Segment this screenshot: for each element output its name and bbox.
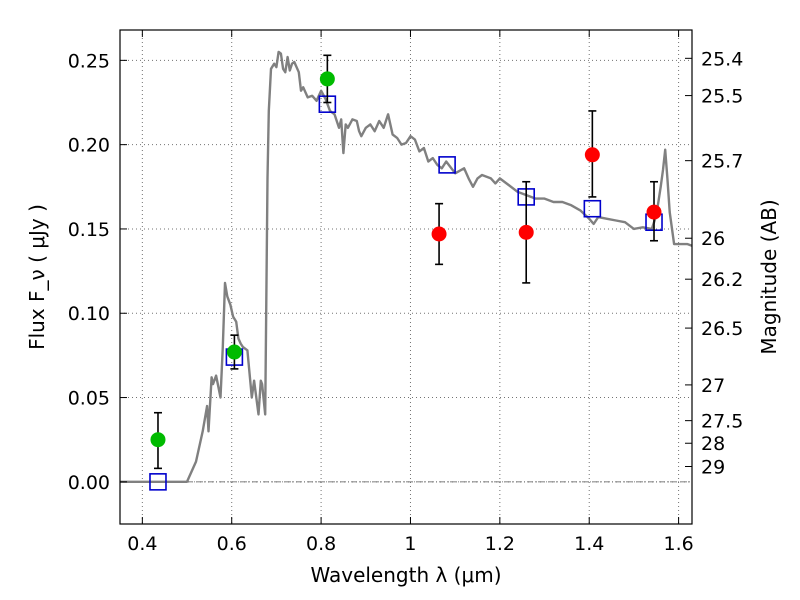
observed-flux-point xyxy=(431,226,447,242)
data-points-layer xyxy=(149,54,663,491)
observed-flux-point xyxy=(584,147,600,163)
y-tick-label: 0.05 xyxy=(68,388,110,410)
right-tick-label: 27 xyxy=(701,375,725,397)
model-spectrum-layer xyxy=(120,50,693,483)
right-tick-label: 29 xyxy=(701,457,725,479)
x-axis-label: Wavelength λ (μm) xyxy=(310,563,501,587)
observed-flux-point xyxy=(150,432,166,448)
right-tick-label: 26 xyxy=(701,228,725,250)
y-tick-label: 0.15 xyxy=(68,219,110,241)
right-tick-label: 25.4 xyxy=(701,48,743,70)
model-photometry-point xyxy=(583,199,602,218)
right-tick-label: 25.7 xyxy=(701,151,743,173)
plot-frame xyxy=(119,29,693,525)
x-tick-label: 1.6 xyxy=(663,533,693,555)
observed-flux-point xyxy=(226,344,242,360)
observed-flux-point xyxy=(319,71,335,87)
observed-flux-point xyxy=(518,224,534,240)
x-tick-label: 1.4 xyxy=(574,533,604,555)
x-tick-label: 1.2 xyxy=(485,533,515,555)
x-tick-label: 0.6 xyxy=(217,533,247,555)
right-tick-label: 27.5 xyxy=(701,411,743,433)
model-photometry-point xyxy=(149,473,167,491)
right-tick-label: 26.5 xyxy=(701,318,743,340)
right-tick-label: 26.2 xyxy=(701,269,743,291)
x-tick-label: 0.8 xyxy=(306,533,336,555)
y-tick-label: 0.00 xyxy=(68,472,110,494)
x-tick-label: 0.4 xyxy=(127,533,157,555)
model-photometry-point xyxy=(438,156,456,174)
model-spectrum-line xyxy=(120,50,693,483)
x-tick-label: 1 xyxy=(404,533,416,555)
right-tick-label: 25.5 xyxy=(701,86,743,108)
right-tick-label: 28 xyxy=(701,433,725,455)
axes: 0.4 0.6 0.8 1 1.2 1.4 1.6 0.00 0.05 0.10 0.15 0.20 0… xyxy=(68,30,743,555)
y-tick-label: 0.25 xyxy=(68,50,110,72)
right-axis-label: Magnitude (AB) xyxy=(757,199,781,354)
y-tick-label: 0.20 xyxy=(68,135,110,157)
y-axis-label: Flux F_ν ( μJy ) xyxy=(25,204,49,350)
observed-flux-point xyxy=(646,204,662,220)
y-tick-label: 0.10 xyxy=(68,303,110,325)
